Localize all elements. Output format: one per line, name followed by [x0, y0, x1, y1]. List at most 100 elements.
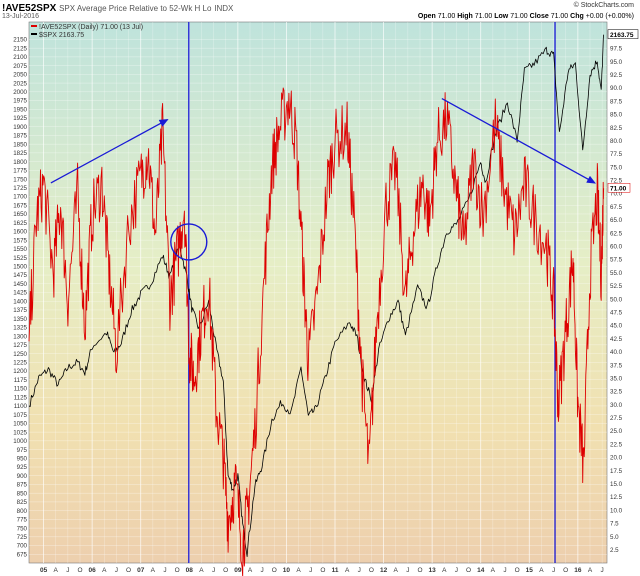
left-tick-label: 1525 — [13, 255, 27, 262]
right-tick-label: 10.0 — [610, 507, 623, 514]
x-tick-label: J — [358, 567, 361, 574]
spx-last-box — [607, 29, 639, 39]
close-label: Close — [529, 13, 549, 20]
trend-arrow-down — [441, 97, 596, 184]
right-tick-label: 55.0 — [610, 270, 623, 277]
x-tick-label: 14 — [477, 567, 485, 574]
left-tick-label: 1300 — [13, 333, 27, 340]
right-tick-label: 22.5 — [610, 441, 623, 448]
left-tick-label: 1125 — [14, 394, 28, 401]
legend: !AVE52SPX (Daily) 71.00 (13 Jul) $SPX 21… — [31, 24, 143, 39]
left-tick-label: 2050 — [13, 72, 27, 79]
x-tick-label: 16 — [574, 567, 582, 574]
left-tick-label: 1975 — [13, 98, 27, 105]
x-tick-label: A — [539, 567, 544, 574]
x-tick-label: A — [151, 567, 156, 574]
right-tick-label: 5.0 — [610, 534, 619, 541]
left-tick-label: 1075 — [13, 412, 27, 419]
ave-last-box — [607, 183, 631, 193]
left-tick-label: 875 — [17, 482, 28, 489]
x-tick-label: A — [442, 567, 447, 574]
x-tick-label: O — [369, 567, 374, 574]
left-tick-label: 1150 — [14, 386, 28, 393]
x-tick-label: A — [588, 567, 593, 574]
x-tick-label: J — [66, 567, 69, 574]
left-tick-label: 1100 — [14, 403, 28, 410]
left-tick-label: 1550 — [13, 246, 27, 253]
last-value-labels: 2163.75 71.00 — [607, 29, 639, 193]
left-tick-label: 1000 — [13, 438, 27, 445]
x-tick-label: O — [563, 567, 568, 574]
x-tick-label: O — [515, 567, 520, 574]
left-tick-label: 1475 — [13, 272, 27, 279]
left-tick-label: 1950 — [13, 106, 27, 113]
right-tick-label: 15.0 — [610, 481, 623, 488]
left-tick-label: 1675 — [13, 202, 27, 209]
left-tick-label: 800 — [17, 508, 28, 515]
left-tick-label: 700 — [17, 543, 28, 550]
left-tick-label: 2150 — [13, 37, 27, 44]
right-tick-label: 87.5 — [610, 98, 623, 105]
x-tick-label: J — [503, 567, 506, 574]
left-tick-label: 825 — [17, 499, 28, 506]
right-tick-label: 62.5 — [610, 230, 623, 237]
x-tick-label: A — [491, 567, 496, 574]
left-tick-label: 2100 — [13, 54, 27, 61]
right-tick-label: 47.5 — [610, 309, 623, 316]
left-tick-label: 1400 — [13, 298, 27, 305]
left-tick-label: 1450 — [13, 281, 27, 288]
low-label: Low — [494, 13, 509, 20]
high-value: 71.00 — [474, 13, 493, 20]
brand-label: © StockCharts.com — [573, 2, 634, 9]
x-tick-label: A — [54, 567, 59, 574]
chart-date: 13-Jul-2016 — [2, 13, 39, 20]
left-tick-label: 1925 — [13, 115, 27, 122]
x-axis: 05 A J O 06 A J O 07 A J O 08 A J O 09 A J O 10 A J O 11 A J O 12 A J O… — [40, 567, 604, 574]
x-tick-label: J — [406, 567, 409, 574]
right-tick-label: 35.0 — [610, 375, 623, 382]
x-tick-label: J — [115, 567, 118, 574]
open-value: 71.00 — [437, 13, 456, 20]
right-tick-label: 37.5 — [610, 362, 623, 369]
grid-lines — [29, 22, 607, 563]
left-tick-label: 1900 — [13, 124, 27, 131]
right-tick-label: 97.5 — [610, 46, 623, 53]
x-tick-label: O — [175, 567, 180, 574]
right-tick-label: 7.5 — [610, 521, 619, 528]
right-tick-label: 82.5 — [610, 125, 623, 132]
x-tick-label: A — [345, 567, 350, 574]
left-tick-label: 1225 — [13, 360, 27, 367]
trend-arrow-up — [50, 119, 169, 184]
left-tick-label: 2025 — [13, 80, 27, 87]
left-tick-label: 1350 — [13, 316, 27, 323]
left-tick-label: 1650 — [13, 211, 27, 218]
chg-label: Chg — [570, 13, 584, 20]
left-tick-label: 1875 — [13, 133, 27, 140]
right-tick-label: 60.0 — [610, 244, 623, 251]
legend-item-spx: $SPX 2163.75 — [39, 32, 84, 39]
x-tick-label: O — [320, 567, 325, 574]
left-tick-label: 1200 — [13, 368, 27, 375]
right-tick-label: 67.5 — [610, 204, 623, 211]
left-tick-label: 1775 — [13, 168, 27, 175]
right-tick-label: 95.0 — [610, 59, 623, 66]
x-tick-label: 13 — [429, 567, 437, 574]
annotation-layer — [50, 97, 596, 261]
x-tick-label: J — [212, 567, 215, 574]
right-tick-label: 12.5 — [610, 494, 623, 501]
left-tick-label: 2075 — [13, 63, 27, 70]
left-tick-label: 1050 — [13, 421, 27, 428]
ave-last-value: 71.00 — [610, 186, 627, 193]
open-label: Open — [417, 13, 436, 20]
left-tick-label: 2000 — [13, 89, 27, 96]
x-tick-label: O — [223, 567, 228, 574]
left-tick-label: 1275 — [13, 342, 27, 349]
left-tick-label: 1375 — [13, 307, 27, 314]
x-tick-label: A — [248, 567, 253, 574]
left-tick-label: 850 — [17, 490, 28, 497]
left-tick-label: 1800 — [13, 159, 27, 166]
x-tick-label: O — [272, 567, 277, 574]
right-tick-label: 75.0 — [610, 164, 623, 171]
chart-header: !AVE52SPX SPX Average Price Relative to … — [0, 0, 640, 30]
